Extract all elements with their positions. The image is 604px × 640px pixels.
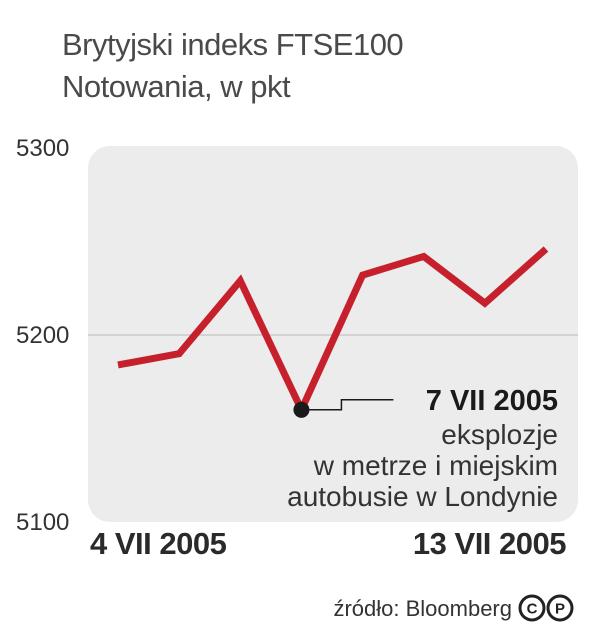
y-tick-label: 5100: [16, 509, 69, 536]
annotation-date: 7 VII 2005: [426, 385, 558, 417]
annotation-text-line: w metrze i miejskim: [313, 450, 558, 481]
annotation-text-line: autobusie w Londynie: [287, 481, 558, 512]
svg-text:P: P: [555, 601, 565, 618]
svg-text:C: C: [527, 601, 538, 618]
x-tick-label-start: 4 VII 2005: [90, 526, 227, 561]
x-tick-label-end: 13 VII 2005: [412, 526, 567, 561]
series-line: [117, 246, 549, 419]
y-tick-label: 5300: [16, 135, 69, 162]
chart-subtitle: Notowania, w pkt: [62, 69, 291, 104]
annotation-leader-line: [301, 399, 394, 411]
annotation-text-line: eksplozje: [441, 419, 558, 450]
cc-by-nc-icon: C P: [518, 594, 574, 622]
source-label: źródło: Bloomberg: [333, 596, 512, 621]
chart-title: Brytyjski indeks FTSE100: [62, 27, 404, 62]
y-tick-label: 5200: [16, 322, 69, 349]
annotation-point: [293, 401, 310, 418]
